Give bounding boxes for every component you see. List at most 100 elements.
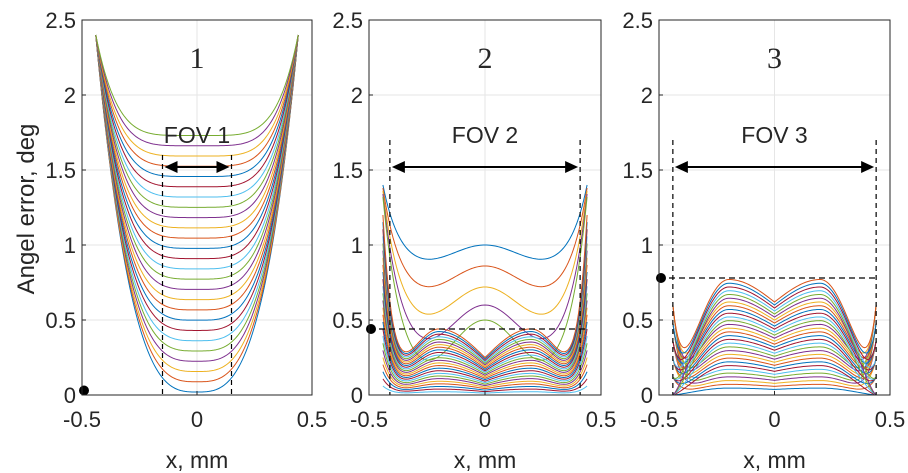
series-line (382, 187, 588, 288)
y-tick-label: 2.5 (45, 8, 76, 33)
series-line (672, 304, 877, 379)
fov-label: FOV 2 (452, 122, 518, 148)
series-line (672, 304, 877, 361)
series-line (95, 34, 299, 280)
fov-arrow-head-left (164, 161, 178, 173)
series-line (672, 278, 877, 349)
series-line (382, 321, 588, 381)
series-line (382, 336, 588, 384)
series-line (382, 229, 588, 362)
series-line (672, 297, 877, 396)
x-axis-label: x, mm (743, 447, 806, 473)
series-line (382, 371, 588, 391)
series-line (382, 214, 588, 359)
series-line (95, 34, 299, 219)
series-line (382, 328, 588, 382)
series-line (95, 34, 299, 362)
series-line (95, 34, 299, 198)
x-tick-label: -0.5 (63, 407, 101, 432)
series-line (672, 316, 877, 380)
y-tick-label: 0 (641, 383, 653, 408)
y-tick-label: 0.5 (45, 308, 76, 333)
series-line (672, 340, 877, 375)
y-tick-label: 2 (641, 83, 653, 108)
y-axis-label: Angel error, deg (13, 124, 40, 295)
series-line (95, 34, 299, 208)
series-line (382, 264, 588, 369)
series-line (95, 34, 299, 239)
series-line (672, 331, 877, 369)
marker-dot (79, 385, 89, 396)
series-line (382, 343, 588, 385)
series-line (672, 358, 877, 387)
series-line (95, 34, 299, 321)
series-line (672, 293, 877, 379)
series-line (382, 314, 588, 379)
series-line (382, 286, 588, 373)
panel-number: 3 (767, 42, 782, 75)
series-line (382, 184, 588, 260)
series-line (382, 293, 588, 375)
fov-arrow-head-right (216, 161, 230, 173)
series-line (95, 34, 299, 342)
series-line (672, 387, 877, 396)
series-line (95, 34, 299, 249)
y-tick-label: 0 (64, 383, 76, 408)
series-line (382, 350, 588, 387)
series-line (382, 222, 588, 360)
y-tick-label: 1 (351, 233, 363, 258)
y-tick-label: 1 (641, 233, 653, 258)
series-line (382, 279, 588, 372)
series-line (95, 34, 299, 260)
y-tick-label: 1.5 (45, 158, 76, 183)
series-line (672, 290, 877, 368)
y-tick-label: 1.5 (622, 158, 653, 183)
fov-label: FOV 1 (164, 122, 230, 148)
fov-arrow-head-left (391, 161, 405, 173)
series-line (95, 34, 299, 383)
series-line (672, 376, 877, 390)
x-tick-label: 0 (479, 407, 491, 432)
series-line (672, 342, 877, 396)
y-tick-label: 0.5 (332, 308, 363, 333)
series-line (382, 364, 588, 390)
x-tick-label: 0 (768, 407, 780, 432)
fov-arrow-head-right (861, 161, 875, 173)
series-line (382, 193, 588, 340)
x-axis-label: x, mm (166, 447, 229, 473)
panel-number: 1 (190, 42, 205, 75)
series-line (95, 34, 299, 270)
series-line (382, 300, 588, 376)
series-line (672, 357, 877, 379)
y-tick-label: 2 (64, 83, 76, 108)
series-line (382, 271, 588, 370)
series-line (672, 361, 877, 385)
series-line (672, 312, 877, 371)
series-line (672, 305, 877, 359)
y-tick-label: 2 (351, 83, 363, 108)
series-line (95, 34, 299, 178)
series-line (95, 34, 299, 372)
fov-label: FOV 3 (741, 122, 807, 148)
series-line (672, 322, 877, 365)
series-line (95, 34, 299, 301)
series-line (672, 301, 877, 354)
series-line (382, 243, 588, 365)
series-line (382, 236, 588, 363)
x-tick-label: 0 (191, 407, 203, 432)
series-line (672, 286, 877, 361)
y-tick-label: 0 (351, 383, 363, 408)
series-line (672, 304, 877, 369)
series-line (95, 34, 299, 352)
series-line (95, 34, 299, 147)
series-line (382, 257, 588, 368)
y-tick-label: 0.5 (622, 308, 653, 333)
marker-dot (366, 324, 376, 334)
y-tick-label: 1.5 (332, 158, 363, 183)
y-tick-label: 2.5 (332, 8, 363, 33)
series-line (672, 322, 877, 372)
x-tick-label: 0.5 (297, 407, 328, 432)
series-line (382, 190, 588, 315)
